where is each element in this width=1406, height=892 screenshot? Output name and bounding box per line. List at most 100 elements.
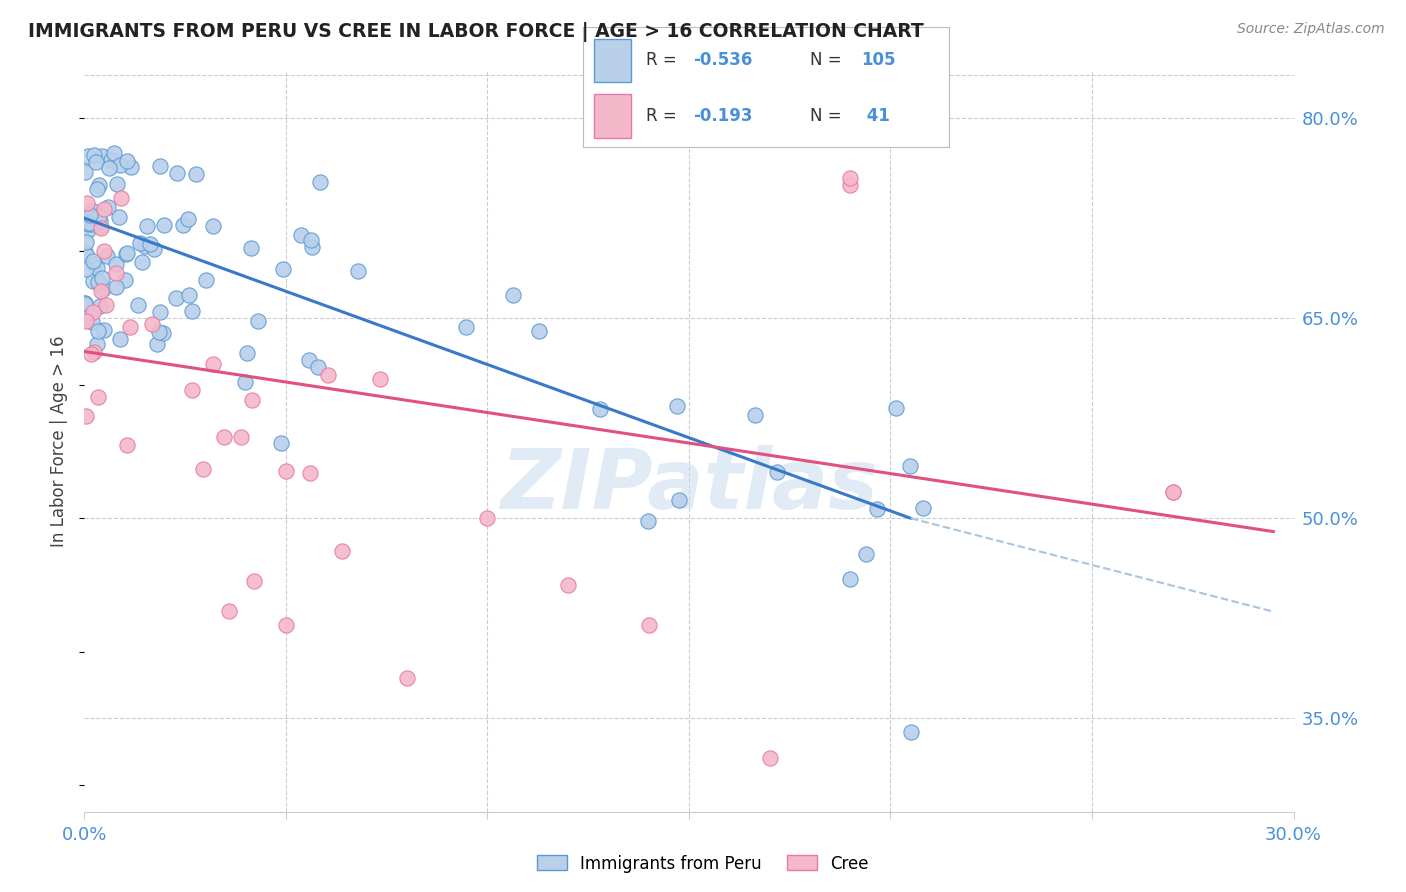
Point bbox=[139, 237, 162, 252]
Point bbox=[86, 324, 108, 338]
Text: Source: ZipAtlas.com: Source: ZipAtlas.com bbox=[1237, 22, 1385, 37]
Point bbox=[120, 319, 142, 334]
Point bbox=[177, 288, 200, 302]
Point bbox=[114, 273, 136, 287]
Point bbox=[75, 310, 97, 325]
Point bbox=[301, 240, 323, 254]
Point bbox=[330, 544, 353, 558]
Point bbox=[77, 204, 100, 219]
Point bbox=[73, 165, 96, 179]
Point bbox=[87, 390, 110, 404]
Text: R =: R = bbox=[645, 107, 682, 125]
Point bbox=[83, 257, 105, 271]
Point bbox=[309, 175, 332, 189]
Point bbox=[202, 219, 225, 233]
Point bbox=[177, 211, 200, 226]
Point bbox=[86, 260, 108, 275]
Point bbox=[105, 177, 128, 191]
Point bbox=[82, 254, 104, 268]
Point bbox=[75, 235, 97, 250]
Point bbox=[239, 241, 262, 255]
Point bbox=[191, 462, 214, 476]
Point bbox=[73, 297, 96, 311]
Point bbox=[839, 572, 862, 586]
Point bbox=[839, 171, 862, 186]
Point bbox=[149, 159, 172, 173]
Point bbox=[153, 218, 176, 232]
Point bbox=[149, 304, 172, 318]
Point bbox=[80, 347, 103, 361]
Point bbox=[143, 242, 166, 256]
Point bbox=[110, 191, 132, 205]
Point bbox=[97, 161, 120, 175]
Point bbox=[103, 146, 125, 161]
Point bbox=[744, 409, 766, 423]
Point bbox=[129, 236, 152, 251]
Point bbox=[666, 399, 689, 413]
Point bbox=[242, 392, 264, 407]
Point bbox=[127, 298, 149, 312]
Point bbox=[131, 255, 153, 269]
Point bbox=[557, 578, 579, 592]
FancyBboxPatch shape bbox=[595, 38, 631, 82]
Point bbox=[347, 264, 370, 278]
Point bbox=[141, 317, 163, 331]
Point bbox=[75, 313, 97, 327]
Point bbox=[86, 276, 108, 290]
Point bbox=[83, 148, 105, 162]
Point bbox=[89, 214, 111, 228]
Point bbox=[120, 160, 142, 174]
Point bbox=[316, 368, 339, 382]
Point bbox=[299, 467, 322, 481]
Point bbox=[855, 547, 877, 561]
Point bbox=[370, 372, 392, 386]
Point bbox=[502, 287, 524, 301]
Point bbox=[218, 604, 240, 618]
Point bbox=[77, 223, 100, 237]
Point bbox=[115, 153, 138, 168]
Point bbox=[86, 336, 108, 351]
Point bbox=[166, 166, 188, 180]
Point bbox=[866, 502, 889, 516]
Point bbox=[76, 262, 98, 277]
Text: -0.193: -0.193 bbox=[693, 107, 752, 125]
Point bbox=[89, 299, 111, 313]
Point bbox=[134, 239, 156, 253]
Point bbox=[108, 158, 131, 172]
Text: R =: R = bbox=[645, 52, 682, 70]
Point bbox=[146, 337, 169, 351]
Point bbox=[97, 200, 120, 214]
Point bbox=[839, 178, 862, 192]
Point bbox=[270, 436, 292, 450]
Point bbox=[181, 304, 204, 318]
Point bbox=[299, 233, 322, 247]
Point bbox=[165, 291, 187, 305]
Point bbox=[89, 219, 111, 233]
Point bbox=[73, 210, 96, 224]
Point bbox=[90, 221, 112, 235]
Point bbox=[77, 217, 100, 231]
Point bbox=[96, 249, 118, 263]
Point bbox=[477, 511, 499, 525]
Point bbox=[90, 285, 112, 299]
Point bbox=[105, 266, 128, 280]
Point bbox=[76, 149, 98, 163]
Legend: Immigrants from Peru, Cree: Immigrants from Peru, Cree bbox=[530, 848, 876, 880]
Text: ZIPatlas: ZIPatlas bbox=[501, 445, 877, 526]
Point bbox=[290, 227, 312, 242]
Point bbox=[529, 325, 551, 339]
Text: N =: N = bbox=[810, 52, 846, 70]
Point bbox=[186, 167, 208, 181]
Point bbox=[93, 202, 115, 216]
Text: 41: 41 bbox=[862, 107, 890, 125]
Point bbox=[108, 332, 131, 346]
Point bbox=[233, 375, 256, 389]
Point bbox=[105, 279, 128, 293]
Point bbox=[80, 315, 103, 329]
Point bbox=[93, 323, 115, 337]
Point bbox=[89, 178, 111, 192]
Point bbox=[91, 271, 114, 285]
Point bbox=[307, 359, 329, 374]
Point bbox=[82, 203, 104, 218]
Point bbox=[276, 464, 298, 478]
